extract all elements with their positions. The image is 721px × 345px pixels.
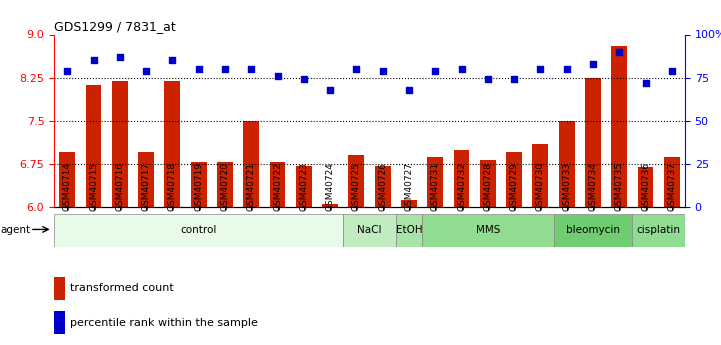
Bar [637, 167, 653, 207]
Bar [611, 46, 627, 207]
Bar [296, 166, 311, 207]
Point [114, 54, 125, 60]
Text: GDS1299 / 7831_at: GDS1299 / 7831_at [54, 20, 176, 33]
Text: agent: agent [1, 225, 31, 235]
Point [640, 80, 651, 86]
Bar [559, 121, 575, 207]
Text: NaCl: NaCl [358, 225, 381, 235]
Point [219, 66, 231, 72]
Bar [112, 80, 128, 207]
Point [430, 68, 441, 73]
Bar [664, 157, 680, 207]
Bar [585, 78, 601, 207]
Point [456, 66, 467, 72]
Bar [217, 162, 233, 207]
Point [482, 77, 494, 82]
Bar [554, 214, 632, 247]
Point [141, 68, 152, 73]
Point [508, 77, 520, 82]
Bar [164, 80, 180, 207]
Bar [86, 85, 102, 207]
Point [666, 68, 678, 73]
Text: cisplatin: cisplatin [637, 225, 681, 235]
Text: MMS: MMS [476, 225, 500, 235]
Bar [138, 152, 154, 207]
Point [561, 66, 572, 72]
Text: transformed count: transformed count [70, 284, 174, 293]
Point [614, 49, 625, 55]
Bar [396, 214, 422, 247]
Text: bleomycin: bleomycin [566, 225, 620, 235]
Point [61, 68, 73, 73]
Point [377, 68, 389, 73]
Bar [506, 152, 522, 207]
Bar [480, 160, 495, 207]
Bar [401, 200, 417, 207]
Point [324, 87, 336, 92]
Bar [54, 311, 66, 334]
Bar [422, 214, 554, 247]
Point [534, 66, 546, 72]
Point [350, 66, 362, 72]
Point [245, 66, 257, 72]
Bar [428, 157, 443, 207]
Bar [322, 204, 338, 207]
Bar [533, 144, 548, 207]
Bar [243, 121, 259, 207]
Bar [343, 214, 396, 247]
Text: percentile rank within the sample: percentile rank within the sample [70, 318, 257, 327]
Point [88, 58, 99, 63]
Bar [270, 162, 286, 207]
Text: EtOH: EtOH [396, 225, 423, 235]
Point [167, 58, 178, 63]
Bar [348, 155, 364, 207]
Bar [59, 152, 75, 207]
Text: control: control [180, 225, 217, 235]
Bar [632, 214, 685, 247]
Bar [54, 214, 343, 247]
Bar [454, 149, 469, 207]
Point [298, 77, 309, 82]
Point [587, 61, 598, 67]
Point [403, 87, 415, 92]
Bar [375, 166, 391, 207]
Point [193, 66, 205, 72]
Point [272, 73, 283, 79]
Bar [54, 277, 66, 300]
Bar [191, 162, 206, 207]
